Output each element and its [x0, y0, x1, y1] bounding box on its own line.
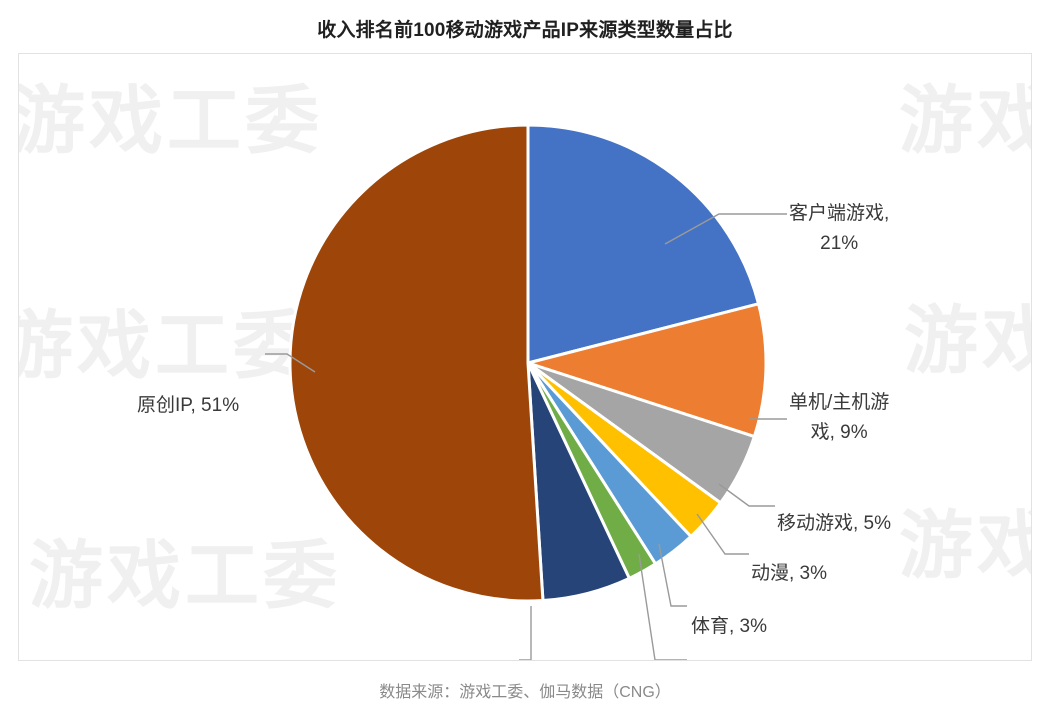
pie-slice: [526, 302, 768, 439]
leader-line-arcade: [638, 553, 687, 660]
chart-title: 收入排名前100移动游戏产品IP来源类型数量占比: [317, 20, 733, 41]
leader-line-anime: [696, 513, 749, 555]
slice-label-console-games-value: 戏, 9%: [810, 422, 868, 443]
pie-svg: [265, 123, 787, 660]
slice-label-anime: 动漫, 3%: [751, 563, 828, 584]
leader-line-other: [519, 606, 532, 660]
leader-line-group: [265, 213, 787, 660]
source-note: 数据来源：游戏工委、伽马数据（CNG）: [379, 684, 671, 701]
slice-label-mobile-games: 移动游戏, 5%: [777, 513, 892, 534]
leader-line-mobile: [718, 483, 775, 507]
slice-label-original-ip: 原创IP, 51%: [137, 395, 240, 416]
pie-slice: [288, 123, 545, 603]
slice-label-client-games-name: 客户端游戏,: [789, 203, 890, 224]
slice-label-client-games: 客户端游戏, 21%: [789, 199, 889, 259]
pie-slice: [526, 123, 761, 365]
leader-line-sports: [658, 543, 687, 607]
slice-label-console-games: 单机/主机游 戏, 9%: [789, 388, 889, 448]
slice-label-console-games-name: 单机/主机游: [789, 392, 890, 413]
leader-line-client: [664, 213, 787, 245]
slice-label-client-games-value: 21%: [820, 233, 859, 254]
pie-slice-group: [288, 123, 768, 603]
plot-area: 游戏工委 游戏工委 游戏工委 游戏工委 游戏工委 游戏工委 游戏工委 游戏工委: [18, 53, 1032, 661]
slice-label-sports: 体育, 3%: [691, 616, 768, 637]
leader-line-original: [265, 353, 316, 373]
